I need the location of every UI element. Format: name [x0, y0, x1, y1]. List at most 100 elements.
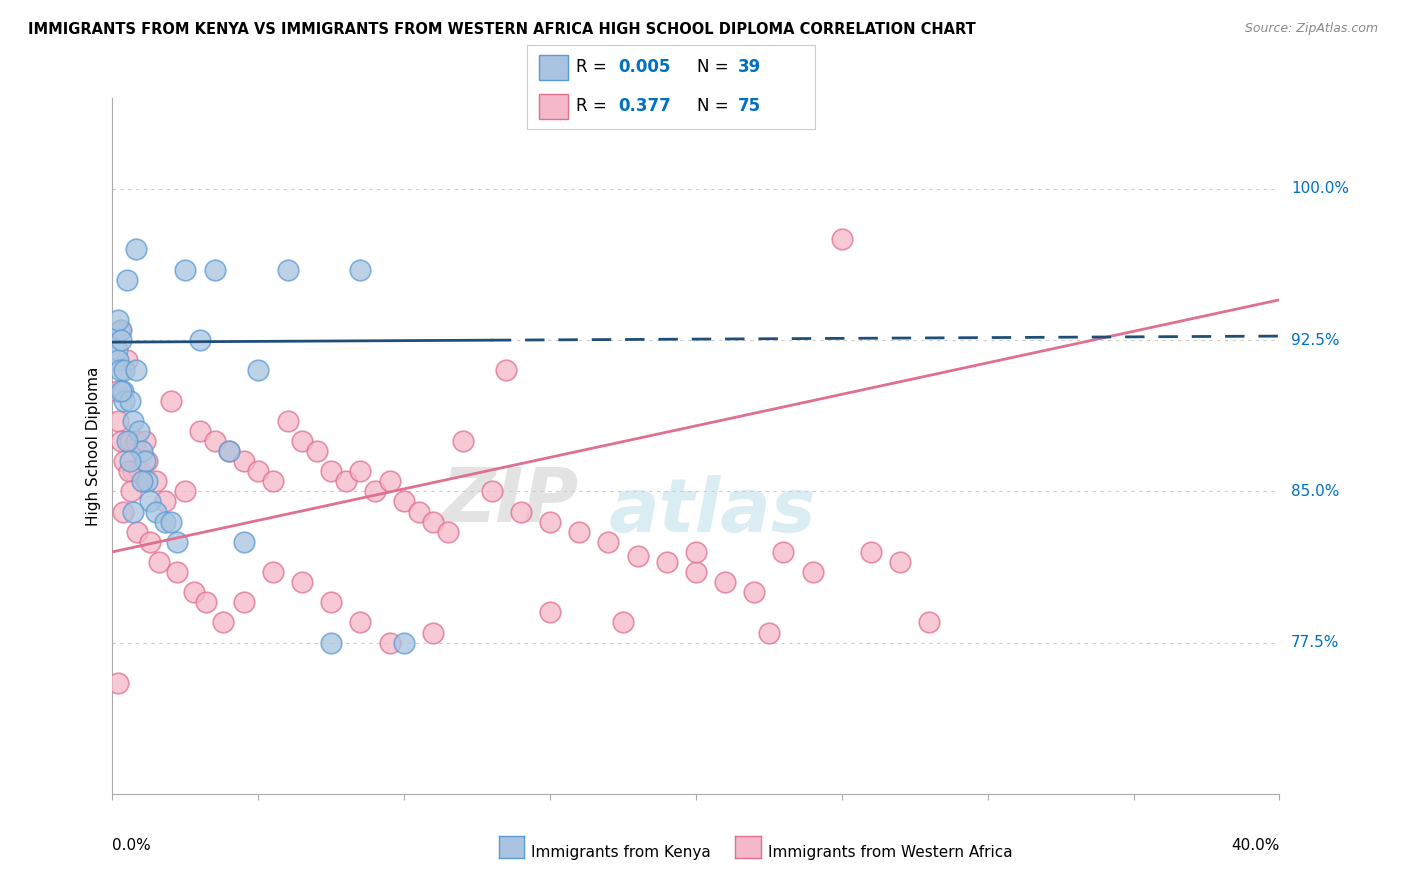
Point [153, 515, 176, 529]
Point [128, 464, 150, 478]
Point [349, 262, 371, 277]
Point [451, 434, 474, 448]
Point [115, 434, 138, 448]
Point [247, 464, 270, 478]
Point [859, 545, 883, 559]
Point [120, 484, 142, 499]
Text: Source: ZipAtlas.com: Source: ZipAtlas.com [1244, 22, 1378, 36]
Point [122, 464, 145, 478]
Point [831, 232, 853, 246]
Point [188, 333, 211, 347]
Point [262, 565, 284, 579]
Point [392, 494, 416, 508]
Point [321, 464, 343, 478]
Point [107, 313, 129, 327]
Point [364, 484, 387, 499]
Point [118, 454, 141, 468]
Point [107, 676, 129, 690]
Point [128, 424, 150, 438]
Point [131, 475, 153, 489]
Point [437, 524, 460, 539]
Text: 77.5%: 77.5% [1291, 635, 1340, 650]
Point [262, 475, 284, 489]
Point [247, 363, 270, 377]
Text: 75: 75 [738, 97, 761, 115]
Point [131, 444, 153, 458]
Point [112, 363, 135, 377]
Point [218, 444, 240, 458]
Point [174, 262, 197, 277]
Point [148, 555, 170, 569]
Text: IMMIGRANTS FROM KENYA VS IMMIGRANTS FROM WESTERN AFRICA HIGH SCHOOL DIPLOMA CORR: IMMIGRANTS FROM KENYA VS IMMIGRANTS FROM… [28, 22, 976, 37]
Point [134, 454, 156, 468]
Text: N =: N = [697, 59, 734, 77]
Point [139, 494, 162, 508]
Point [131, 475, 153, 489]
Point [772, 545, 794, 559]
Text: Immigrants from Western Africa: Immigrants from Western Africa [768, 846, 1012, 860]
Point [612, 615, 634, 630]
Point [276, 262, 298, 277]
Text: atlas: atlas [609, 475, 815, 548]
Text: R =: R = [576, 97, 612, 115]
Point [349, 615, 371, 630]
Point [538, 606, 561, 620]
Point [422, 625, 444, 640]
Point [112, 454, 135, 468]
Point [481, 484, 503, 499]
Text: 100.0%: 100.0% [1291, 181, 1350, 196]
Point [335, 475, 357, 489]
Point [218, 444, 240, 458]
Point [204, 434, 226, 448]
Point [111, 504, 134, 518]
Point [166, 534, 188, 549]
Point [115, 272, 138, 286]
Point [742, 585, 765, 599]
Point [495, 363, 517, 377]
Y-axis label: High School Diploma: High School Diploma [86, 367, 101, 525]
Point [145, 475, 167, 489]
Point [801, 565, 824, 579]
Point [291, 575, 314, 590]
Point [115, 353, 138, 368]
Text: 92.5%: 92.5% [1291, 333, 1340, 348]
Point [127, 524, 149, 539]
Point [174, 484, 197, 499]
Point [232, 534, 254, 549]
Point [714, 575, 737, 590]
Point [291, 434, 314, 448]
Text: 0.377: 0.377 [619, 97, 671, 115]
Point [118, 434, 141, 448]
Point [889, 555, 911, 569]
Point [538, 515, 561, 529]
Point [139, 534, 162, 549]
Point [918, 615, 941, 630]
Point [105, 343, 128, 358]
Point [117, 464, 139, 478]
Point [276, 414, 298, 428]
Text: 40.0%: 40.0% [1232, 838, 1279, 854]
Point [136, 475, 159, 489]
Text: 0.005: 0.005 [619, 59, 671, 77]
Point [378, 475, 401, 489]
Point [125, 434, 148, 448]
Point [232, 595, 254, 609]
Point [321, 595, 343, 609]
Point [145, 504, 167, 518]
Point [232, 454, 254, 468]
Point [122, 414, 145, 428]
Point [108, 363, 131, 377]
Point [134, 434, 156, 448]
Point [392, 635, 416, 649]
Text: 0.0%: 0.0% [112, 838, 152, 854]
Point [166, 565, 188, 579]
Point [188, 424, 211, 438]
Point [685, 545, 707, 559]
Point [107, 353, 129, 368]
Point [685, 565, 707, 579]
Point [125, 243, 148, 257]
Point [111, 384, 134, 398]
Point [110, 434, 132, 448]
Point [568, 524, 591, 539]
Point [183, 585, 205, 599]
